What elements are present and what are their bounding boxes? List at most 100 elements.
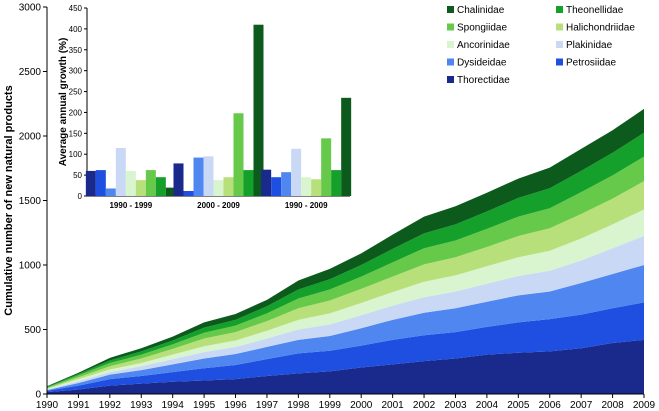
inset-bar-halichondriidae	[311, 179, 322, 196]
legend-swatch	[447, 76, 454, 83]
legend-label: Petrosiidae	[566, 58, 616, 69]
inset-background	[87, 8, 350, 196]
main-y-tick-label: 2500	[19, 67, 42, 78]
inset-bar-spongiidae	[233, 113, 244, 196]
legend-label: Thorectidae	[457, 75, 510, 86]
main-x-tick-label: 1997	[256, 400, 279, 411]
main-y-tick-label: 1000	[19, 261, 42, 272]
main-x-tick-label: 2003	[444, 400, 467, 411]
inset-y-tick-label: 350	[69, 46, 83, 55]
inset-y-tick-label: 300	[69, 67, 83, 76]
legend-label: Ancorinidae	[457, 40, 510, 51]
inset-bar-thorectidae	[261, 169, 272, 196]
legend-label: Halichondriidae	[566, 23, 635, 34]
inset-bar-petrosiidae	[95, 170, 106, 196]
legend-label: Dysideidae	[457, 58, 507, 69]
area-spongiidae	[47, 156, 644, 389]
main-x-tick-label: 1994	[162, 400, 185, 411]
inset-y-tick-label: 200	[69, 108, 83, 117]
inset-bar-petrosiidae	[271, 177, 282, 196]
legend-swatch	[556, 41, 563, 48]
area-halichondriidae	[47, 181, 644, 389]
main-x-tick-label: 1990	[36, 400, 59, 411]
legend-label: Theonellidae	[566, 5, 624, 16]
inset-bar-spongiidae	[145, 170, 156, 196]
main-x-tick-label: 1995	[193, 400, 216, 411]
main-x-tick-label: 1999	[319, 400, 342, 411]
area-plakinidae	[47, 235, 644, 391]
inset-y-tick-label: 100	[69, 150, 83, 159]
main-x-tick-label: 1996	[224, 400, 247, 411]
legend-swatch	[556, 6, 563, 13]
legend-swatch	[556, 58, 563, 66]
inset-bar-halichondriidae	[135, 180, 146, 196]
inset-bar-dysideidae	[105, 188, 116, 196]
main-x-tick-label: 2007	[570, 400, 593, 411]
inset-bar-dysideidae	[281, 172, 292, 196]
inset-bar-chalinidae	[165, 187, 176, 196]
inset-bar-thorectidae	[85, 170, 96, 196]
main-y-axis-label: Cumulative number of new natural product…	[3, 85, 15, 315]
inset-y-axis-label: Average annual growth (%)	[58, 38, 69, 167]
inset-y-tick-label: 250	[69, 88, 83, 97]
inset-category-label: 1990 - 1999	[109, 201, 152, 210]
main-x-tick-label: 1991	[67, 400, 90, 411]
inset-bar-chart: 0 50 100 150 200 250 300 350 400 450 1990 - 1999 20…	[69, 4, 352, 210]
main-x-tick-label: 2001	[382, 400, 405, 411]
main-x-tick-label: 2000	[350, 400, 373, 411]
inset-bar-ancorinidae	[125, 170, 136, 196]
main-x-tick-label: 1998	[287, 400, 310, 411]
main-x-tick-label: 1993	[130, 400, 153, 411]
main-x-tick-label: 2006	[539, 400, 562, 411]
inset-bar-theonellidae	[155, 177, 166, 196]
main-x-tick-label: 2002	[413, 400, 436, 411]
legend-swatch	[447, 6, 454, 13]
inset-bar-plakinidae	[115, 147, 126, 196]
inset-bar-theonellidae	[243, 170, 254, 196]
main-x-tick-label: 2008	[601, 400, 624, 411]
legend-swatch	[556, 23, 563, 31]
main-area-series	[47, 108, 644, 394]
inset-bar-ancorinidae	[213, 180, 224, 196]
legend-label: Chalinidae	[457, 5, 505, 16]
area-thorectidae	[47, 339, 644, 394]
main-x-tick-label: 1992	[99, 400, 122, 411]
inset-bar-chalinidae	[341, 97, 352, 196]
legend-swatch	[447, 23, 454, 31]
inset-bar-ancorinidae	[301, 177, 312, 196]
main-y-tick-label: 500	[24, 325, 41, 336]
main-y-tick-label: 2000	[19, 132, 42, 143]
legend-label: Spongiidae	[457, 23, 507, 34]
inset-bar-halichondriidae	[223, 177, 234, 196]
main-y-tick-label: 3000	[19, 3, 42, 14]
area-petrosiidae	[47, 302, 644, 393]
inset-y-tick-label: 150	[69, 129, 83, 138]
inset-bar-spongiidae	[321, 138, 332, 196]
inset-y-tick-label: 50	[73, 171, 82, 180]
main-x-tick-label: 2009	[633, 400, 656, 411]
main-y-tick-label: 1500	[19, 196, 42, 207]
main-x-tick-label: 2004	[476, 400, 499, 411]
area-dysideidae	[47, 265, 644, 391]
legend-swatch	[447, 41, 454, 48]
area-theonellidae	[47, 132, 644, 388]
inset-category-label: 1990 - 2009	[285, 201, 328, 210]
inset-y-tick-label: 0	[78, 192, 83, 201]
area-ancorinidae	[47, 209, 644, 390]
legend-swatch	[447, 58, 454, 66]
inset-y-tick-label: 450	[69, 4, 83, 13]
inset-bar-plakinidae	[203, 156, 214, 196]
legend-label: Plakinidae	[566, 40, 613, 51]
inset-bar-dysideidae	[193, 157, 204, 196]
inset-bar-plakinidae	[291, 148, 302, 196]
inset-category-label: 2000 - 2009	[197, 201, 240, 210]
inset-bar-thorectidae	[173, 163, 184, 196]
inset-y-tick-label: 400	[69, 25, 83, 34]
inset-bar-petrosiidae	[183, 190, 194, 196]
main-y-tick-label: 0	[35, 390, 41, 401]
legend: Chalinidae Theonellidae Spongiidae Halichon…	[447, 5, 635, 86]
inset-bar-chalinidae	[253, 24, 264, 197]
inset-bar-theonellidae	[331, 170, 342, 196]
